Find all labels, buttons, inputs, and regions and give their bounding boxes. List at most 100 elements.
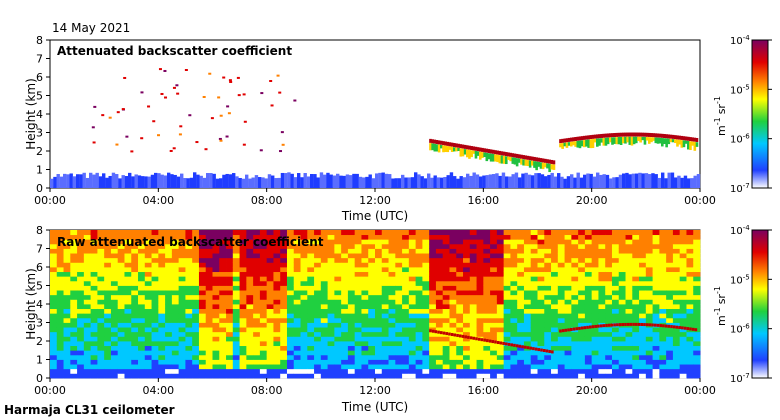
raw-cell [564,359,572,365]
aerosol-cell [172,86,176,89]
backscatter-cell [222,174,226,188]
raw-cell [611,243,620,249]
raw-cell [666,294,674,300]
raw-cell [578,317,586,323]
raw-cell [97,354,105,360]
backscatter-cell [622,173,626,188]
raw-cell [97,317,105,323]
raw-cell [469,253,477,259]
raw-cell [327,317,335,323]
raw-cell [165,243,173,249]
raw-cell [523,253,532,259]
raw-cell [652,294,660,300]
raw-cell [246,341,254,347]
raw-cell [571,341,579,347]
raw-cell [165,262,173,268]
raw-cell [435,262,444,268]
raw-cell [192,341,200,347]
raw-cell [483,345,491,351]
raw-cell [686,368,694,374]
raw-cell [185,243,193,249]
raw-cell [530,331,538,337]
raw-cell [226,253,234,259]
raw-cell [90,364,98,370]
cloud-cell [671,134,675,139]
raw-cell [286,322,295,328]
raw-cell [158,285,166,291]
raw-cell [83,364,92,370]
raw-cell [483,243,491,249]
cloud-cell [435,140,439,145]
raw-cell [618,345,626,351]
unit-sr: sr [715,104,728,115]
raw-cell [104,299,112,305]
raw-cell [456,230,464,236]
raw-cell [517,322,525,328]
backscatter-cell [180,173,184,188]
cloud-edge-cell [433,143,437,152]
raw-cell [110,317,119,323]
raw-cell [70,350,78,356]
aerosol-cell [236,76,240,79]
raw-cell [503,271,511,277]
raw-cell [266,327,274,333]
raw-cell [110,350,119,356]
raw-cell [300,267,308,273]
raw-cell [205,350,213,356]
raw-cell [314,280,322,286]
raw-cell [205,359,213,365]
raw-cell [347,327,356,333]
raw-cell [56,253,64,259]
raw-cell [293,267,301,273]
raw-cell [151,253,159,259]
raw-cell [165,267,173,273]
raw-cell [307,308,315,314]
raw-cell [83,271,92,277]
raw-cell [449,234,457,240]
raw-cell [226,243,234,249]
raw-cell [551,253,559,259]
cloud-cell [444,141,447,146]
aerosol-cell [208,72,212,75]
raw-cell [253,299,261,305]
cloud-cell [689,137,692,142]
raw-cell [212,359,220,365]
raw-cell [375,280,383,286]
cloud-edge-cell [461,148,465,157]
raw-cell [415,336,423,342]
raw-cell [483,248,491,254]
aerosol-cell [278,91,282,94]
raw-cell [429,253,437,259]
raw-cell [158,234,166,240]
backscatter-cell [605,174,610,188]
raw-cell [266,308,274,314]
raw-cell [286,234,295,240]
raw-cell [334,257,342,263]
raw-cell [639,285,647,291]
raw-cell [537,308,545,314]
raw-cell [63,280,71,286]
raw-cell [273,331,281,337]
raw-cell [70,308,78,314]
raw-cell [557,322,565,328]
raw-cell [138,308,146,314]
raw-cell [205,230,213,236]
raw-cell [341,299,349,305]
raw-cell [50,345,58,351]
raw-cell [77,239,85,245]
raw-cell [402,276,410,282]
cloud-cell [635,132,638,137]
raw-cell [124,350,132,356]
cloud-cell [656,323,660,327]
raw-cell [463,331,471,337]
cloud-cell [624,322,627,326]
raw-cell [551,294,559,300]
raw-cell [246,364,254,370]
raw-cell [198,373,207,379]
aerosol-cell [228,79,232,82]
raw-cell [110,257,119,263]
raw-cell [110,322,119,328]
cloud-edge-cell [552,164,556,170]
raw-cell [286,368,295,374]
raw-cell [375,364,383,370]
